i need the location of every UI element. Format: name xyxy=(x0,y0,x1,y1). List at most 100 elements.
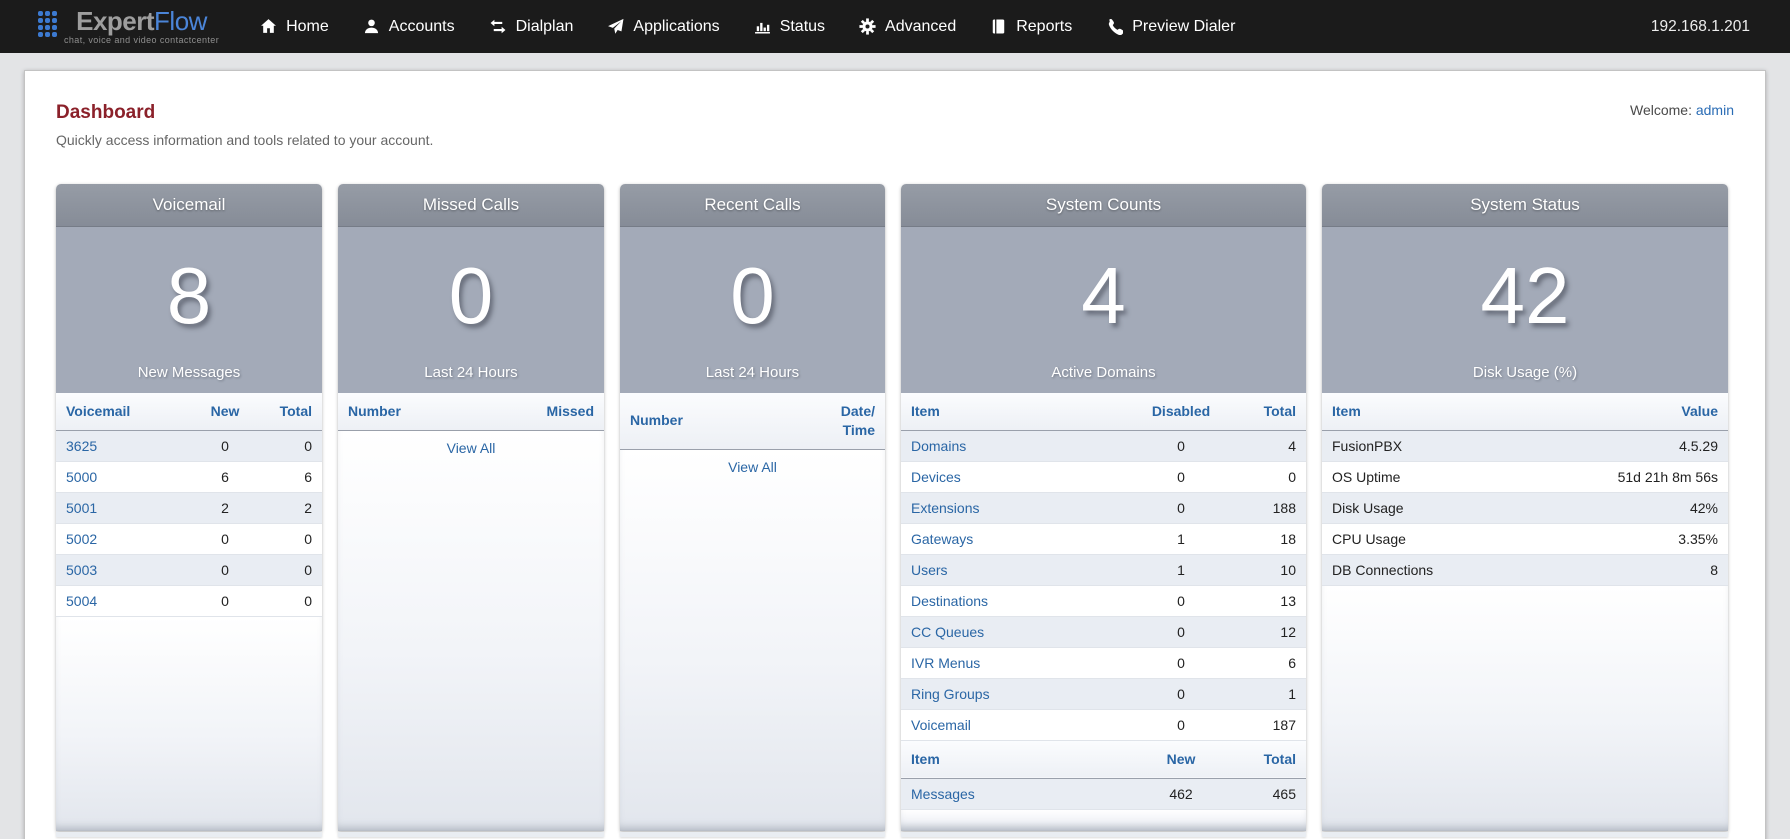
view-all-link[interactable]: View All xyxy=(446,439,496,456)
nav-item-status[interactable]: Status xyxy=(737,0,842,53)
count-item-link[interactable]: Users xyxy=(911,561,948,578)
recent-calls-stat-label: Last 24 Hours xyxy=(705,364,800,381)
next-widget-strip xyxy=(901,832,1306,837)
main-menu: Home Accounts Dialplan Applications Stat… xyxy=(243,0,1252,53)
column-header: Number xyxy=(620,393,815,450)
next-widget-strip xyxy=(56,832,322,837)
next-widget-strip xyxy=(338,832,604,837)
nav-item-preview-dialer[interactable]: Preview Dialer xyxy=(1089,0,1252,53)
column-header: Number xyxy=(338,393,514,431)
system-status-table: Item Value FusionPBX 4.5.29 OS Uptime 51… xyxy=(1322,393,1728,586)
voicemail-extension-link[interactable]: 5001 xyxy=(66,499,98,516)
voicemail-extension-link[interactable]: 3625 xyxy=(66,437,98,454)
count-item-link[interactable]: CC Queues xyxy=(911,623,985,640)
column-header: Voicemail xyxy=(56,393,190,431)
nav-item-home[interactable]: Home xyxy=(243,0,346,53)
expertflow-logo[interactable]: ExpertFlow chat, voice and video contact… xyxy=(38,8,219,45)
table-row: Voicemail 0 187 xyxy=(901,709,1306,741)
nav-item-accounts[interactable]: Accounts xyxy=(346,0,472,53)
column-header: Disabled xyxy=(1126,393,1236,431)
column-header: Total xyxy=(260,393,322,431)
system-counts-panel-footer xyxy=(901,809,1306,831)
column-header: Item xyxy=(1322,393,1548,431)
count-item-link[interactable]: Devices xyxy=(911,468,961,485)
voicemail-stat-label: New Messages xyxy=(137,364,241,381)
count-item-link[interactable]: Domains xyxy=(911,437,967,454)
gear-icon xyxy=(859,18,876,35)
column-header: Missed xyxy=(514,393,604,431)
column-header: Item xyxy=(901,393,1126,431)
voicemail-panel-title: Voicemail xyxy=(56,184,322,227)
paper-plane-icon xyxy=(608,18,624,34)
count-item-link[interactable]: Gateways xyxy=(911,530,974,547)
column-header: Item xyxy=(901,740,1126,779)
system-status-stat-label: Disk Usage (%) xyxy=(1472,364,1578,381)
voicemail-extension-link[interactable]: 5004 xyxy=(66,592,98,609)
missed-calls-stat-number: 0 xyxy=(448,250,494,340)
count-item-link[interactable]: Destinations xyxy=(911,592,989,609)
bar-chart-icon xyxy=(754,22,770,34)
table-row: 5004 0 0 xyxy=(56,585,322,617)
column-header: Value xyxy=(1548,393,1728,431)
table-row: Domains 0 4 xyxy=(901,430,1306,462)
column-header: Date/ Time xyxy=(815,393,885,450)
recent-calls-panel-footer: View All xyxy=(620,449,885,831)
book-icon xyxy=(992,19,1005,34)
user-icon xyxy=(364,19,378,34)
dashboard-panels: Voicemail 8 New Messages Voicemail New T… xyxy=(56,184,1734,837)
missed-calls-panel-footer: View All xyxy=(338,430,604,831)
column-header: New xyxy=(1126,740,1236,779)
table-row: Ring Groups 0 1 xyxy=(901,678,1306,710)
table-row: 5002 0 0 xyxy=(56,523,322,555)
next-widget-strip xyxy=(1322,832,1728,837)
nav-item-reports[interactable]: Reports xyxy=(973,0,1089,53)
system-counts-stat: 4 Active Domains xyxy=(901,227,1306,393)
system-counts-table: Item Disabled Total Domains 0 4 Devices … xyxy=(901,393,1306,810)
system-counts-panel: System Counts 4 Active Domains Item Disa… xyxy=(901,184,1306,837)
system-status-panel: System Status 42 Disk Usage (%) Item Val… xyxy=(1322,184,1728,837)
missed-calls-table: Number Missed xyxy=(338,393,604,431)
voicemail-table: Voicemail New Total 3625 0 0 5000 6 xyxy=(56,393,322,617)
brand-tagline: chat, voice and video contactcenter xyxy=(64,35,220,45)
swap-arrows-icon xyxy=(490,19,506,34)
system-status-panel-footer xyxy=(1322,585,1728,831)
table-row: Gateways 1 18 xyxy=(901,523,1306,555)
count-item-link[interactable]: Messages xyxy=(911,785,975,802)
home-icon xyxy=(261,19,277,33)
missed-calls-stat: 0 Last 24 Hours xyxy=(338,227,604,393)
table-row: 3625 0 0 xyxy=(56,430,322,462)
system-status-stat-number: 42 xyxy=(1480,250,1570,340)
page-title: Dashboard xyxy=(56,102,156,123)
table-row: 5001 2 2 xyxy=(56,492,322,524)
page-subtitle: Quickly access information and tools rel… xyxy=(56,132,434,148)
welcome-user-link[interactable]: admin xyxy=(1695,102,1734,118)
table-row: IVR Menus 0 6 xyxy=(901,647,1306,679)
system-status-stat: 42 Disk Usage (%) xyxy=(1322,227,1728,393)
recent-calls-stat-number: 0 xyxy=(730,250,775,340)
table-row: CPU Usage 3.35% xyxy=(1322,523,1728,555)
nav-item-advanced[interactable]: Advanced xyxy=(842,0,973,53)
count-item-link[interactable]: Extensions xyxy=(911,499,980,516)
count-item-link[interactable]: Voicemail xyxy=(911,716,971,733)
voicemail-extension-link[interactable]: 5003 xyxy=(66,561,98,578)
count-item-link[interactable]: IVR Menus xyxy=(911,654,981,671)
brand-name: ExpertFlow xyxy=(76,6,207,36)
missed-calls-panel-title: Missed Calls xyxy=(338,184,604,227)
table-row: 5000 6 6 xyxy=(56,461,322,493)
table-row: CC Queues 0 12 xyxy=(901,616,1306,648)
table-row: Destinations 0 13 xyxy=(901,585,1306,617)
welcome-text: Welcome: admin xyxy=(1629,102,1734,118)
system-counts-panel-title: System Counts xyxy=(901,184,1306,227)
table-row: Users 1 10 xyxy=(901,554,1306,586)
voicemail-extension-link[interactable]: 5002 xyxy=(66,530,98,547)
column-header: New xyxy=(190,393,260,431)
view-all-link[interactable]: View All xyxy=(728,458,777,475)
count-item-link[interactable]: Ring Groups xyxy=(911,685,990,702)
next-widget-strip xyxy=(620,832,885,837)
nav-item-dialplan[interactable]: Dialplan xyxy=(472,0,591,53)
voicemail-extension-link[interactable]: 5000 xyxy=(66,468,98,485)
nav-item-applications[interactable]: Applications xyxy=(590,0,736,53)
column-header: Total xyxy=(1236,393,1306,431)
table-row: OS Uptime 51d 21h 8m 56s xyxy=(1322,461,1728,493)
table-row: Devices 0 0 xyxy=(901,461,1306,493)
